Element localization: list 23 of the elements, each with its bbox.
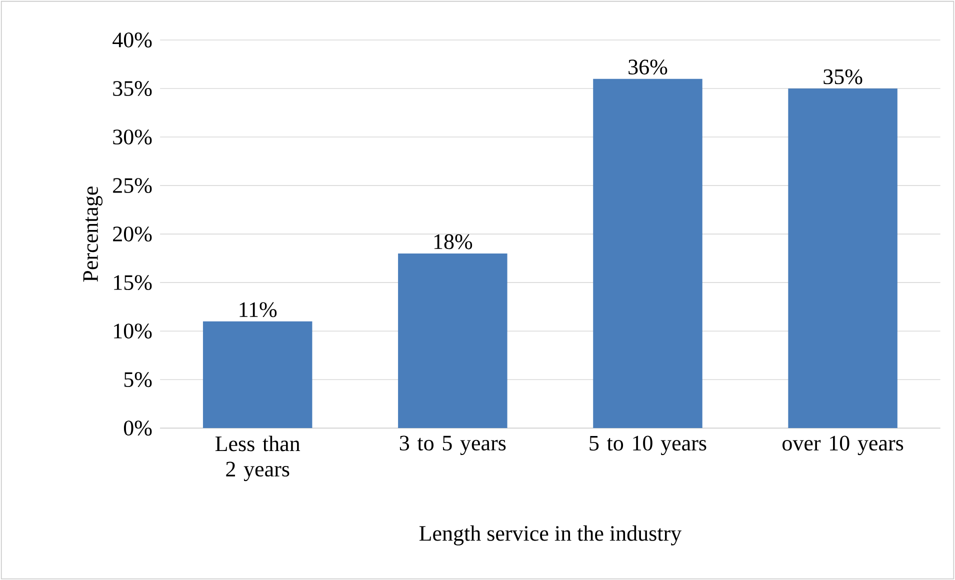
data-label: 18% (434, 234, 472, 250)
x-tick-label: Less than 2 years (215, 436, 300, 482)
x-tick-label: 5 to 10 years (590, 436, 706, 456)
y-tick-label: 25% (113, 178, 152, 193)
y-tick-label: 20% (113, 226, 152, 242)
bar (398, 253, 508, 428)
y-tick-label: 35% (113, 80, 152, 96)
data-label: 35% (824, 69, 862, 84)
y-axis-title: Percentage (83, 186, 103, 282)
x-tick-label: 3 to 5 years (400, 436, 506, 455)
y-tick-label: 30% (113, 129, 152, 144)
x-axis-title: Length service in the industry (419, 525, 682, 546)
data-label: 11% (240, 302, 277, 318)
bar (593, 78, 702, 428)
y-tick-label: 0% (124, 420, 152, 436)
y-tick-label: 40% (112, 32, 152, 48)
y-tick-label: 10% (114, 324, 152, 338)
bar (788, 88, 898, 428)
bar (202, 321, 312, 428)
x-tick-label: over 10 years (782, 436, 904, 456)
y-tick-label: 5% (124, 372, 152, 387)
y-tick-label: 15% (114, 275, 152, 290)
data-label: 36% (628, 60, 668, 74)
